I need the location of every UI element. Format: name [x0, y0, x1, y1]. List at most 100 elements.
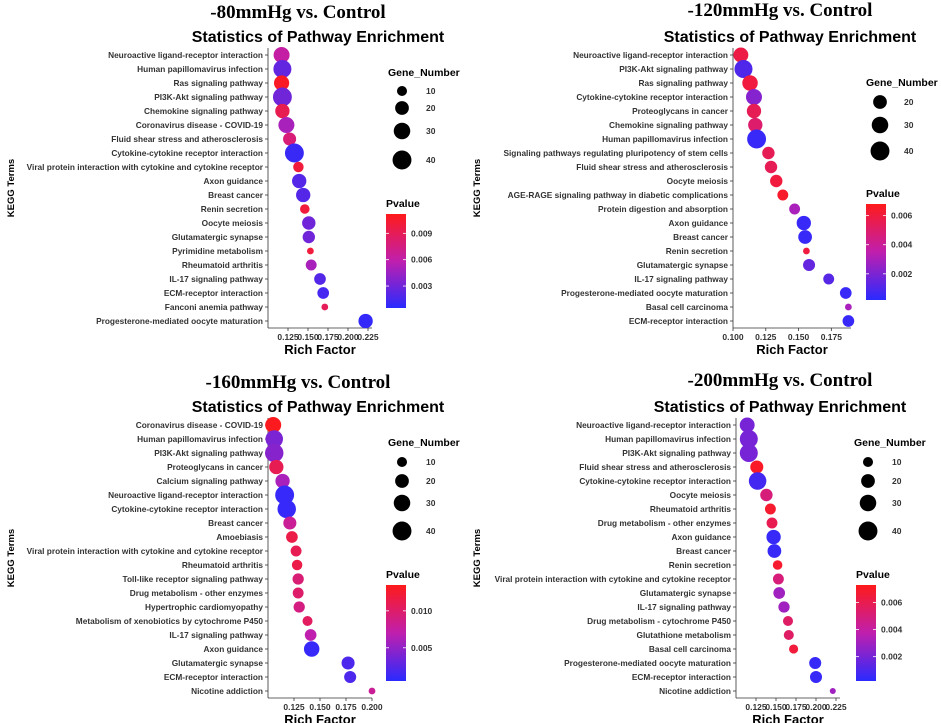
pathway-term-label: Progesterone-mediated oocyte maturation [96, 316, 263, 326]
pathway-term-label: Basal cell carcinoma [646, 302, 728, 312]
size-legend-title: Gene_Number [388, 437, 460, 449]
pathway-term-label: PI3K-Akt signaling pathway [154, 448, 263, 458]
data-point [760, 488, 773, 502]
data-point [286, 531, 298, 543]
size-legend-circle [395, 474, 409, 488]
data-point [739, 417, 755, 433]
x-axis-title: Rich Factor [284, 712, 356, 723]
size-legend-circle [395, 101, 409, 115]
pathway-term-label: Axon guidance [204, 176, 264, 186]
data-point [777, 189, 789, 201]
size-legend-label: 40 [904, 146, 914, 156]
color-legend-title: Pvalue [866, 188, 900, 200]
color-legend-label: 0.002 [891, 269, 913, 279]
x-axis-title: Rich Factor [752, 712, 824, 723]
pathway-term-label: Renin secretion [666, 246, 728, 256]
data-point [773, 587, 786, 599]
color-legend-label: 0.009 [411, 228, 433, 238]
pathway-term-label: Breast cancer [208, 518, 264, 528]
pathway-term-label: ECM-receptor interaction [164, 672, 263, 682]
data-point [275, 103, 290, 119]
data-point [314, 273, 326, 285]
pathway-term-label: Viral protein interaction with cytokine … [27, 162, 264, 172]
pathway-term-label: AGE-RAGE signaling pathway in diabetic c… [508, 190, 729, 200]
x-tick-label: 0.175 [317, 332, 339, 342]
color-legend-bar [386, 585, 406, 681]
pathway-term-label: Human papillomavirus infection [602, 134, 728, 144]
size-legend-circle [862, 456, 874, 468]
data-point [358, 313, 373, 329]
pathway-term-label: ECM-receptor interaction [164, 288, 263, 298]
data-point [265, 430, 284, 448]
x-tick-label: 0.100 [722, 332, 744, 342]
data-point [745, 88, 762, 106]
pathway-term-label: Neuroactive ligand-receptor interaction [108, 490, 263, 500]
pathway-term-label: Breast cancer [208, 190, 264, 200]
chart-panel-3: -160mmHg vs. Control Statistics of Pathwa… [6, 372, 460, 723]
pathway-term-label: Nicotine addiction [659, 686, 731, 696]
pathway-term-label: IL-17 signaling pathway [634, 274, 728, 284]
data-point [303, 641, 320, 657]
color-legend-label: 0.005 [411, 643, 433, 653]
pathway-term-label: Renin secretion [201, 204, 263, 214]
color-legend-label: 0.004 [881, 625, 903, 635]
pathway-term-label: Progesterone-mediated oocyte maturation [561, 288, 728, 298]
color-legend-bar [856, 585, 876, 681]
pathway-term-label: Basal cell carcinoma [649, 644, 731, 654]
pathway-term-label: ECM-receptor interaction [632, 672, 731, 682]
size-legend-label: 10 [426, 457, 436, 467]
data-point [772, 573, 784, 585]
x-tick-label: 0.175 [335, 702, 357, 712]
data-point [368, 687, 376, 695]
pathway-term-label: Metabolism of xenobiotics by cytochrome … [76, 616, 264, 626]
pathway-term-label: Fluid shear stress and atherosclerosis [111, 134, 263, 144]
pathway-term-label: PI3K-Akt signaling pathway [622, 448, 731, 458]
pathway-term-label: Glutamatergic synapse [637, 260, 729, 270]
data-point [789, 644, 799, 654]
pathway-term-label: Amoebiasis [216, 532, 263, 542]
data-point [803, 247, 810, 255]
size-legend-circle [858, 521, 878, 541]
data-point [291, 559, 303, 571]
pathway-term-label: Ras signaling pathway [174, 78, 264, 88]
data-point [292, 573, 304, 585]
pathway-term-label: Cytokine-cytokine receptor interaction [111, 504, 263, 514]
data-point [344, 670, 357, 684]
pathway-term-label: Pyrimidine metabolism [172, 246, 263, 256]
x-tick-label: 0.150 [309, 702, 331, 712]
pathway-term-label: Protein digestion and absorption [598, 204, 728, 214]
data-point [284, 143, 304, 163]
pathway-term-label: Axon guidance [669, 218, 729, 228]
x-tick-label: 0.225 [357, 332, 379, 342]
data-point [300, 204, 310, 214]
x-tick-label: 0.175 [821, 332, 843, 342]
pathway-term-label: Glutamatergic synapse [172, 232, 264, 242]
data-point [829, 687, 836, 695]
x-tick-label: 0.200 [805, 702, 827, 712]
data-point [292, 173, 307, 189]
pathway-term-label: PI3K-Akt signaling pathway [619, 64, 728, 74]
data-point [748, 117, 763, 133]
data-point [747, 129, 767, 149]
data-point [302, 230, 315, 244]
data-point [772, 560, 783, 570]
x-tick-label: 0.150 [297, 332, 319, 342]
pathway-term-label: IL-17 signaling pathway [637, 602, 731, 612]
size-legend-circle [873, 95, 887, 109]
y-axis-title: KEGG Terms [6, 529, 17, 587]
pathway-term-label: Rheumatoid arthritis [182, 260, 264, 270]
data-point [293, 601, 305, 613]
x-tick-label: 0.125 [283, 702, 305, 712]
size-legend-circle [392, 521, 412, 541]
data-point [739, 444, 758, 462]
pathway-term-label: Rheumatoid arthritis [650, 504, 732, 514]
data-point [750, 460, 764, 474]
size-legend-label: 40 [892, 526, 902, 536]
pathway-term-label: Neuroactive ligand-receptor interaction [573, 50, 728, 60]
pathway-term-label: IL-17 signaling pathway [169, 274, 263, 284]
pathway-term-label: Drug metabolism - cytochrome P450 [587, 616, 731, 626]
pathway-term-label: Neuroactive ligand-receptor interaction [576, 420, 731, 430]
size-legend-label: 40 [426, 155, 436, 165]
size-legend-label: 40 [426, 526, 436, 536]
data-point [341, 656, 355, 670]
